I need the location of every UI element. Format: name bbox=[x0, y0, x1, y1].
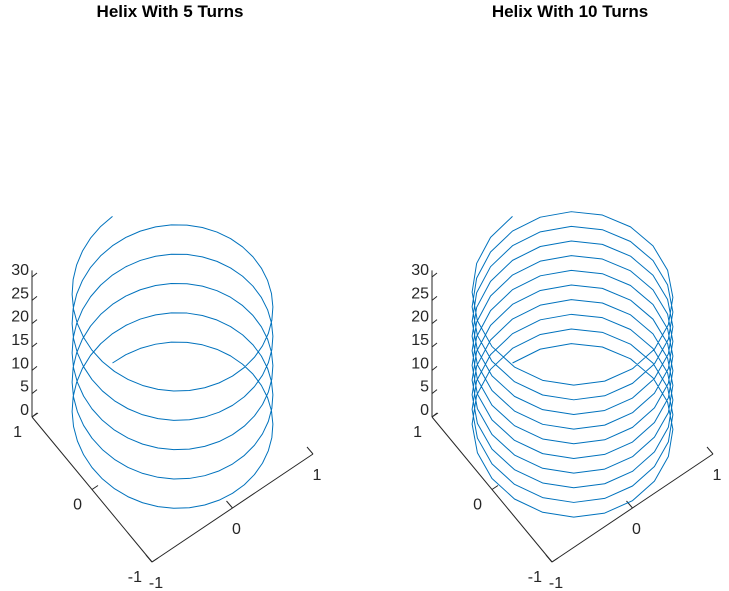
plot-area bbox=[71, 216, 274, 509]
z-tick-mark bbox=[431, 342, 438, 348]
y-tick-mark bbox=[31, 412, 39, 418]
z-tick-mark bbox=[431, 319, 438, 325]
z-tick-label: 15 bbox=[11, 332, 29, 349]
y-tick-label: 0 bbox=[473, 497, 482, 514]
helix-line bbox=[71, 216, 274, 509]
helix-line bbox=[471, 211, 674, 518]
x-tick-mark bbox=[306, 446, 314, 455]
x-tick-mark bbox=[545, 554, 553, 563]
z-tick-label: 0 bbox=[420, 402, 429, 419]
z-tick-mark bbox=[31, 389, 38, 395]
z-tick-mark bbox=[431, 365, 438, 371]
y-tick-label: -1 bbox=[528, 569, 542, 586]
subplot-helix-10-turns: Helix With 10 Turns 0 5 10 15 20 25 30 -1 0 1 -1 0 1 bbox=[411, 2, 721, 591]
z-tick-label: 20 bbox=[411, 309, 429, 326]
z-tick-label: 30 bbox=[411, 262, 429, 279]
z-tick-label: 10 bbox=[11, 355, 29, 372]
z-tick-label: 5 bbox=[20, 379, 29, 396]
x-tick-mark bbox=[626, 500, 633, 509]
chart-title: Helix With 5 Turns bbox=[97, 2, 244, 21]
z-tick-mark bbox=[431, 295, 438, 301]
z-tick-label: 30 bbox=[11, 262, 29, 279]
y-tick-mark bbox=[551, 557, 559, 563]
y-tick-mark bbox=[491, 485, 499, 490]
z-tick-label: 15 bbox=[411, 332, 429, 349]
z-tick-label: 5 bbox=[420, 379, 429, 396]
x-tick-label: 0 bbox=[232, 521, 241, 538]
z-tick-mark bbox=[31, 342, 38, 348]
z-tick-label: 25 bbox=[411, 285, 429, 302]
z-tick-label: 25 bbox=[11, 285, 29, 302]
z-tick-mark bbox=[31, 272, 38, 278]
y-tick-label: 1 bbox=[13, 424, 22, 441]
z-tick-mark bbox=[31, 365, 38, 371]
plot-area bbox=[471, 211, 674, 518]
tick-labels: 0 5 10 15 20 25 30 -1 0 1 -1 0 1 bbox=[411, 262, 721, 591]
x-tick-label: 0 bbox=[632, 521, 641, 538]
z-tick-mark bbox=[431, 389, 438, 395]
z-tick-mark bbox=[31, 319, 38, 325]
x-tick-mark bbox=[226, 500, 233, 509]
tick-labels: 0 5 10 15 20 25 30 -1 0 1 -1 0 1 bbox=[11, 262, 321, 591]
y-tick-mark bbox=[431, 412, 439, 418]
z-tick-label: 10 bbox=[411, 355, 429, 372]
z-tick-label: 0 bbox=[20, 402, 29, 419]
y-tick-label: 1 bbox=[413, 424, 422, 441]
x-tick-label: -1 bbox=[549, 575, 563, 591]
chart-title: Helix With 10 Turns bbox=[492, 2, 648, 21]
x-tick-mark bbox=[145, 554, 153, 563]
subplot-helix-5-turns: Helix With 5 Turns 0 5 10 15 20 25 30 -1 0 1 -1 0 1 bbox=[11, 2, 321, 591]
y-tick-mark bbox=[91, 485, 99, 490]
z-tick-mark bbox=[31, 295, 38, 301]
x-tick-label: -1 bbox=[149, 575, 163, 591]
x-tick-mark bbox=[706, 446, 714, 455]
axes-group bbox=[431, 270, 714, 563]
y-tick-mark bbox=[151, 557, 159, 563]
y-tick-label: -1 bbox=[128, 569, 142, 586]
x-tick-label: 1 bbox=[713, 467, 722, 484]
z-tick-mark bbox=[431, 272, 438, 278]
x-tick-label: 1 bbox=[313, 467, 322, 484]
z-tick-label: 20 bbox=[11, 309, 29, 326]
axes-group bbox=[31, 270, 314, 563]
y-tick-label: 0 bbox=[73, 497, 82, 514]
